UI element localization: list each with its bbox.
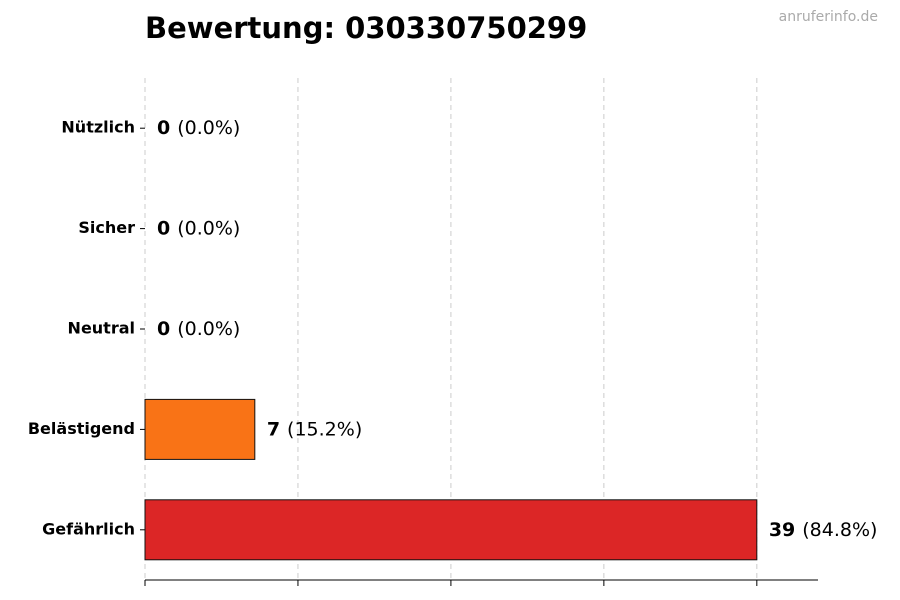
value-percentage: (15.2%) (287, 418, 362, 440)
value-label: 0 (0.0%) (157, 217, 240, 239)
value-label: 0 (0.0%) (157, 318, 240, 340)
value-count: 0 (157, 117, 170, 139)
bar (144, 499, 758, 561)
y-tick-label: Neutral (68, 319, 135, 338)
y-tick-label: Nützlich (61, 118, 135, 137)
value-percentage: (0.0%) (177, 117, 240, 139)
value-label: 0 (0.0%) (157, 117, 240, 139)
y-tick-label: Sicher (78, 218, 135, 237)
value-count: 0 (157, 217, 170, 239)
y-tick-label: Gefährlich (42, 519, 135, 538)
value-percentage: (0.0%) (177, 217, 240, 239)
y-tick-label: Belästigend (28, 419, 135, 438)
value-count: 39 (769, 518, 795, 540)
bar (144, 398, 256, 460)
value-count: 0 (157, 318, 170, 340)
value-count: 7 (267, 418, 280, 440)
value-percentage: (84.8%) (802, 518, 877, 540)
value-label: 7 (15.2%) (267, 418, 362, 440)
value-label: 39 (84.8%) (769, 518, 878, 540)
chart-title: Bewertung: 030330750299 (145, 11, 587, 45)
watermark: anruferinfo.de (779, 9, 878, 25)
value-percentage: (0.0%) (177, 318, 240, 340)
